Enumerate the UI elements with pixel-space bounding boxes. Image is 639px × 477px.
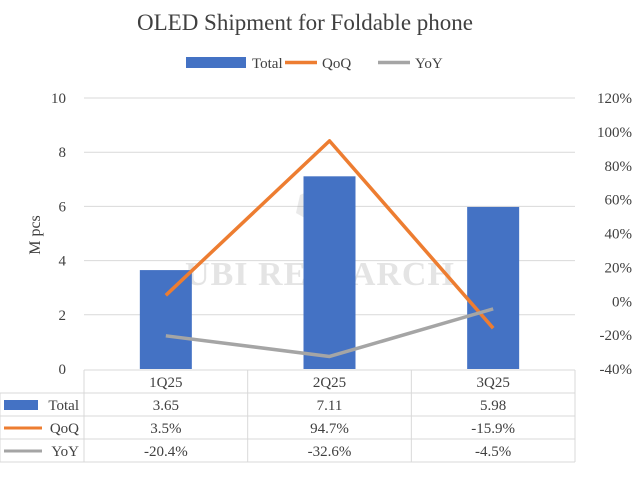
y2-tick-label: 60% — [605, 193, 633, 209]
chart-title: OLED Shipment for Foldable phone — [137, 10, 473, 35]
line-yoy — [165, 307, 494, 359]
data-label: -32.6% — [308, 444, 352, 460]
legend-label-qoq: QoQ — [322, 56, 351, 72]
data-label: 3.5% — [150, 421, 181, 437]
data-label: 5.98 — [480, 398, 506, 414]
data-label: 3.65 — [153, 398, 179, 414]
data-label: -20.4% — [144, 444, 188, 460]
y2-tick-label: 100% — [597, 125, 632, 141]
legend-swatch-total — [186, 57, 246, 68]
table-row-label: YoY — [51, 444, 79, 460]
y-tick-label: 4 — [59, 254, 67, 270]
y-tick-label: 0 — [59, 362, 67, 378]
bars — [139, 176, 520, 369]
table-swatch-total — [4, 400, 38, 410]
data-label: -4.5% — [475, 444, 511, 460]
y-tick-label: 6 — [59, 199, 67, 215]
line-qoq — [164, 139, 495, 330]
y2-tick-label: 0% — [612, 294, 632, 310]
data-label: 7.11 — [317, 398, 343, 414]
bar-2Q25 — [303, 176, 356, 369]
y2-tick-label: 20% — [605, 260, 633, 276]
data-label: 94.7% — [310, 421, 349, 437]
legend: Total QoQ YoY — [186, 56, 443, 72]
y2-tick-label: -20% — [600, 328, 633, 344]
table-row-label: QoQ — [50, 421, 79, 437]
x-tick-label: 1Q25 — [149, 375, 182, 391]
x-tick-label: 2Q25 — [313, 375, 346, 391]
y-axis-left: 0 2 4 6 8 10 — [51, 91, 67, 378]
legend-label-total: Total — [252, 56, 283, 72]
data-table: 1Q25 2Q25 3Q25 Total 3.65 7.11 5.98 QoQ 3.5% 94.7… — [0, 369, 576, 463]
bar-1Q25 — [139, 270, 192, 369]
lines — [164, 139, 495, 359]
bar-3Q25 — [467, 206, 520, 369]
x-tick-label: 3Q25 — [476, 375, 509, 391]
y-axis-label: M pcs — [27, 215, 44, 255]
data-label: -15.9% — [471, 421, 515, 437]
y2-tick-label: -40% — [600, 362, 633, 378]
y-tick-label: 2 — [59, 308, 67, 324]
table-row-label: Total — [48, 398, 79, 414]
y-tick-label: 8 — [59, 145, 67, 161]
y2-tick-label: 120% — [597, 91, 632, 107]
y-axis-right: -40% -20% 0% 20% 40% 60% 80% 100% 120% — [597, 91, 632, 378]
y-tick-label: 10 — [51, 91, 66, 107]
y2-tick-label: 40% — [605, 227, 633, 243]
y2-tick-label: 80% — [605, 159, 633, 175]
legend-label-yoy: YoY — [415, 56, 443, 72]
